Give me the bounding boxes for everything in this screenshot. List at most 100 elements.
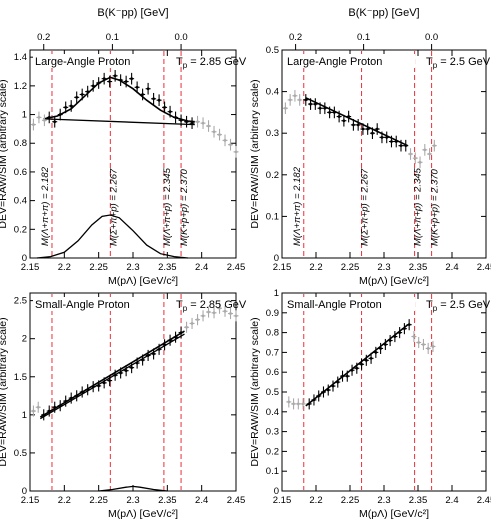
threshold-marker-label: M(Σ+π+p) = 2.267 bbox=[108, 168, 119, 246]
point-marker bbox=[91, 84, 95, 88]
point-marker bbox=[364, 358, 368, 362]
point-marker bbox=[428, 152, 431, 156]
data-point bbox=[118, 367, 124, 379]
point-marker bbox=[53, 405, 57, 409]
x-tick-label: 2.4 bbox=[195, 495, 208, 506]
point-marker bbox=[32, 123, 35, 126]
data-point bbox=[384, 131, 390, 144]
panel-title: Small-Angle Proton bbox=[35, 299, 130, 311]
data-point bbox=[303, 94, 309, 106]
point-marker bbox=[190, 121, 194, 125]
data-point bbox=[129, 72, 135, 85]
data-point bbox=[63, 395, 69, 407]
point-marker bbox=[163, 343, 166, 347]
point-marker bbox=[418, 160, 422, 164]
point-marker bbox=[97, 81, 101, 85]
y-axis-label: DEV=RAW/SIM (arbitrary scale) bbox=[249, 317, 261, 466]
data-point-outside bbox=[291, 398, 297, 410]
point-marker bbox=[309, 102, 312, 106]
y-axis-label: DEV=RAW/SIM (arbitrary scale) bbox=[249, 79, 261, 228]
data-point-outside bbox=[36, 111, 42, 124]
point-marker bbox=[374, 351, 378, 354]
point-marker bbox=[398, 331, 402, 334]
point-marker bbox=[91, 385, 95, 389]
point-marker bbox=[383, 343, 387, 346]
data-point bbox=[173, 111, 179, 124]
data-point bbox=[79, 386, 85, 398]
point-marker bbox=[369, 356, 373, 360]
data-point-outside bbox=[228, 308, 234, 320]
point-marker bbox=[152, 97, 156, 101]
point-marker bbox=[234, 314, 238, 318]
x-tick-label: 2.45 bbox=[227, 262, 246, 273]
data-point bbox=[107, 375, 113, 387]
point-marker bbox=[390, 140, 393, 143]
point-marker bbox=[69, 104, 73, 108]
beam-energy-value: = 2.5 GeV bbox=[437, 299, 491, 311]
point-marker bbox=[356, 123, 360, 127]
data-point-outside bbox=[300, 398, 306, 410]
data-point bbox=[330, 380, 336, 392]
data-point bbox=[79, 88, 85, 101]
point-marker bbox=[47, 409, 51, 413]
x-tick-label: 2.2 bbox=[309, 262, 322, 273]
threshold-marker-label: M(K+p+p) = 2.370 bbox=[179, 168, 190, 246]
data-point bbox=[184, 115, 190, 128]
point-marker bbox=[146, 354, 150, 357]
point-marker bbox=[168, 338, 172, 342]
data-point-outside bbox=[408, 148, 414, 160]
point-marker bbox=[157, 98, 161, 102]
data-point bbox=[382, 338, 388, 351]
point-marker bbox=[124, 80, 128, 83]
data-point-outside bbox=[411, 331, 417, 343]
y-tick-label: 0.5 bbox=[266, 45, 279, 56]
data-point bbox=[317, 102, 323, 115]
point-marker bbox=[337, 115, 341, 118]
data-point bbox=[354, 362, 360, 374]
point-marker bbox=[296, 402, 300, 406]
point-marker bbox=[342, 119, 346, 123]
data-point bbox=[320, 386, 326, 398]
y-tick-label: 0.4 bbox=[14, 196, 27, 207]
point-marker bbox=[196, 318, 199, 322]
y-tick-label: 0 bbox=[22, 253, 27, 264]
data-point bbox=[311, 394, 317, 406]
data-point bbox=[406, 319, 412, 331]
data-point bbox=[74, 390, 80, 402]
point-marker bbox=[42, 413, 46, 417]
point-marker bbox=[284, 106, 287, 110]
y-tick-label: 2.5 bbox=[14, 296, 27, 307]
point-marker bbox=[323, 106, 327, 110]
data-point bbox=[90, 80, 96, 92]
data-point bbox=[360, 123, 366, 135]
data-point bbox=[41, 409, 47, 421]
y-tick-label: 2 bbox=[22, 334, 27, 345]
y-axis-label: DEV=RAW/SIM (arbitrary scale) bbox=[0, 79, 9, 228]
data-point bbox=[140, 88, 146, 101]
fit-peak-curve bbox=[98, 485, 168, 492]
point-marker bbox=[212, 130, 216, 134]
data-point bbox=[151, 92, 157, 105]
data-point bbox=[365, 123, 371, 135]
y-tick-label: 0.1 bbox=[266, 466, 279, 477]
data-point bbox=[397, 327, 403, 339]
point-marker bbox=[229, 312, 232, 315]
point-marker bbox=[413, 156, 417, 160]
data-point bbox=[368, 352, 374, 364]
point-marker bbox=[157, 347, 161, 351]
point-marker bbox=[385, 135, 389, 139]
point-marker bbox=[190, 322, 194, 325]
data-point-outside bbox=[217, 302, 223, 314]
y-tick-label: 0 bbox=[274, 486, 279, 497]
point-marker bbox=[331, 384, 335, 388]
data-point-outside bbox=[200, 117, 206, 129]
data-point bbox=[393, 135, 399, 148]
x-axis-label: M(pΛ) [GeV/c²] bbox=[108, 275, 178, 287]
beam-subscript: p bbox=[183, 304, 188, 313]
data-point-outside bbox=[41, 114, 47, 127]
data-point bbox=[369, 127, 375, 140]
x-tick-label: 2.15 bbox=[273, 495, 292, 506]
point-marker bbox=[80, 390, 84, 394]
point-marker bbox=[64, 399, 68, 403]
plot-frame bbox=[29, 49, 237, 259]
